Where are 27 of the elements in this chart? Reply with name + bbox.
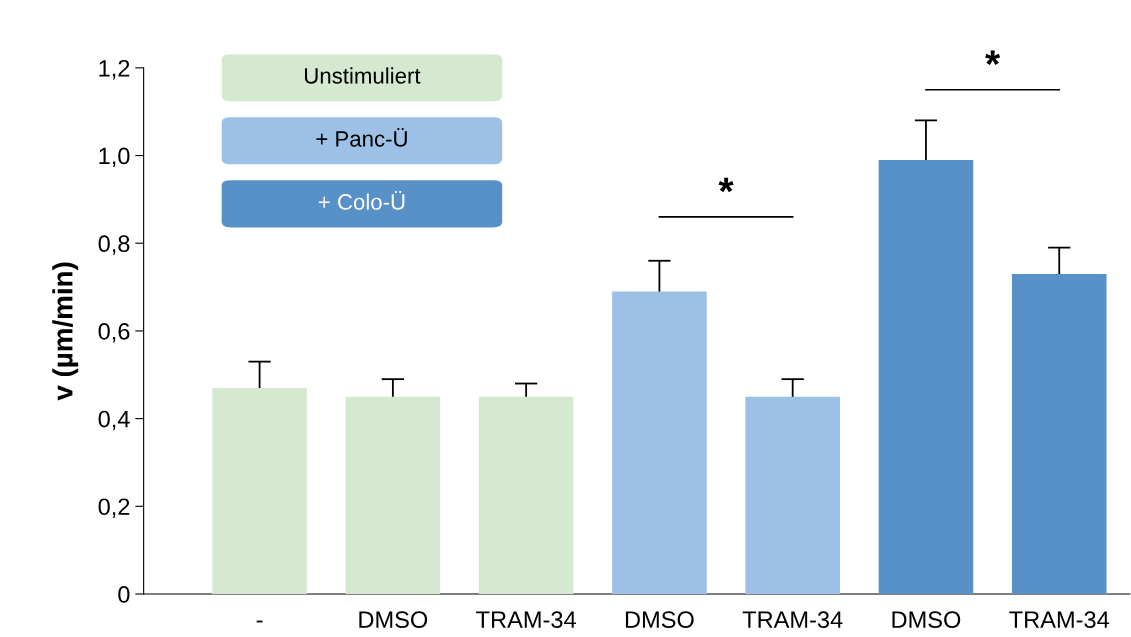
bar [878,159,974,594]
text: Unstimuliert [304,67,421,84]
x-tick-label: TRAM-34 [1009,611,1110,629]
y-axis-title: v (µm/min) [52,262,79,401]
text: + Panc-Ü [316,127,407,147]
y-tick-label: 0,4 [98,410,130,431]
bar [1011,273,1107,594]
bar [212,387,307,594]
annotation: * [718,177,734,193]
y-tick-label: 0,6 [98,322,130,343]
bar [745,396,840,594]
y-tick-label: 1,2 [99,59,130,80]
x-tick-label: DMSO [625,611,694,629]
bar [612,291,707,594]
x-tick-label: DMSO [359,611,428,629]
y-tick-label: 1,0 [99,147,130,168]
bar [345,396,441,594]
x-tick-label: TRAM-34 [742,611,843,629]
text: * [985,50,1001,66]
x-tick-label: DMSO [892,611,961,629]
x-tick-label: - [256,620,263,623]
y-tick-label: 0 [118,586,130,603]
y-tick-label: 0,8 [98,235,130,255]
y-tick-label: 0,2 [98,498,130,518]
x-tick-label: TRAM-34 [476,611,576,629]
text: + Colo-Ü [318,190,405,210]
bar [478,396,574,594]
